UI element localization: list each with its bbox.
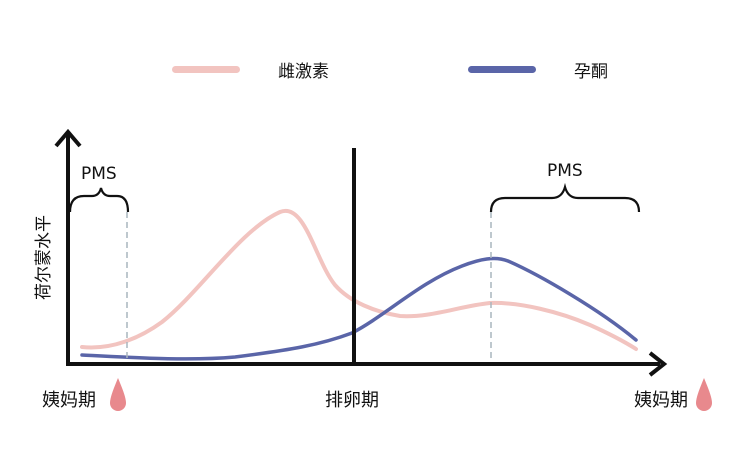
blood-drop-icon: [110, 378, 126, 411]
y-axis-arrowhead: [54, 128, 82, 148]
x-axis-arrowhead: [648, 351, 668, 377]
y-axis-label: 荷尔蒙水平: [34, 215, 54, 300]
pms-right-brace: [489, 182, 641, 213]
legend-estrogen-swatch: [172, 66, 240, 73]
x-axis-end-label: 姨妈期: [634, 390, 688, 411]
legend-estrogen: 雌激素: [172, 57, 329, 82]
estrogen-curve: [80, 208, 638, 351]
pms-left-brace: [68, 187, 130, 213]
x-axis-mid-label: 排卵期: [325, 390, 379, 411]
legend-progesterone-swatch: [468, 66, 536, 73]
legend-progesterone-label: 孕酮: [574, 62, 608, 82]
blood-drop-icon: [696, 378, 712, 411]
legend-progesterone: 孕酮: [468, 57, 608, 82]
legend-estrogen-label: 雌激素: [278, 62, 329, 82]
x-axis-start-label: 姨妈期: [42, 390, 96, 411]
progesterone-curve: [80, 256, 638, 361]
pms-left-label: PMS: [81, 164, 117, 184]
pms-right-label: PMS: [547, 161, 583, 181]
